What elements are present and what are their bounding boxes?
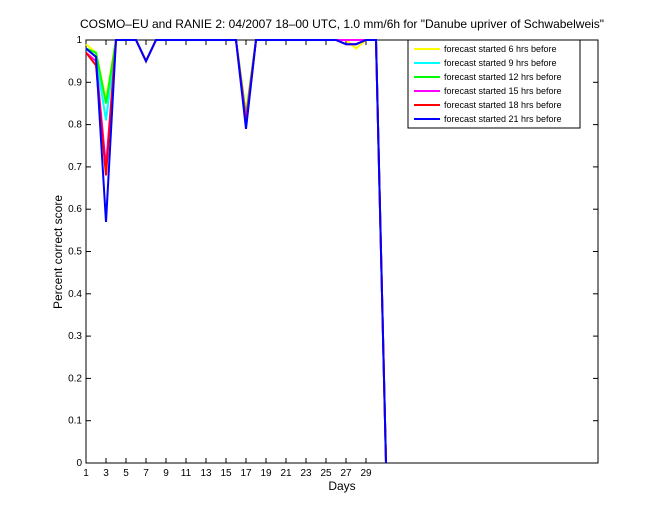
- x-tick-label: 3: [103, 468, 109, 479]
- y-tick-label: 0: [76, 458, 82, 469]
- x-tick-label: 19: [260, 468, 272, 479]
- y-tick-label: 0.1: [68, 416, 82, 427]
- x-tick-label: 17: [240, 468, 252, 479]
- legend-label: forecast started 6 hrs before: [444, 44, 557, 54]
- y-tick-label: 0.3: [68, 331, 82, 342]
- x-tick-label: 15: [220, 468, 232, 479]
- x-tick-label: 7: [143, 468, 149, 479]
- y-axis-label: Percent correct score: [51, 195, 65, 309]
- y-tick-label: 1: [76, 35, 82, 46]
- y-tick-label: 0.8: [68, 120, 82, 131]
- legend-label: forecast started 12 hrs before: [444, 72, 562, 82]
- x-tick-label: 23: [300, 468, 312, 479]
- x-tick-label: 29: [360, 468, 372, 479]
- x-tick-label: 5: [123, 468, 129, 479]
- x-tick-label: 13: [200, 468, 212, 479]
- legend-label: forecast started 21 hrs before: [444, 114, 562, 124]
- legend-label: forecast started 18 hrs before: [444, 100, 562, 110]
- x-tick-label: 9: [163, 468, 169, 479]
- x-tick-label: 27: [340, 468, 352, 479]
- chart-title: COSMO–EU and RANIE 2: 04/2007 18–00 UTC,…: [80, 17, 604, 31]
- y-tick-label: 0.4: [68, 289, 82, 300]
- x-tick-label: 21: [280, 468, 292, 479]
- y-tick-label: 0.7: [68, 162, 82, 173]
- x-tick-label: 25: [320, 468, 332, 479]
- y-tick-label: 0.9: [68, 77, 82, 88]
- x-tick-label: 11: [181, 468, 192, 479]
- legend-box: [407, 39, 581, 129]
- legend-label: forecast started 9 hrs before: [444, 58, 557, 68]
- y-tick-label: 0.6: [68, 204, 82, 215]
- x-tick-label: 1: [83, 468, 89, 479]
- y-tick-label: 0.5: [68, 247, 82, 258]
- legend-label: forecast started 15 hrs before: [444, 86, 562, 96]
- series-line: [85, 39, 387, 464]
- y-tick-label: 0.2: [68, 373, 82, 384]
- x-axis-label: Days: [328, 479, 355, 493]
